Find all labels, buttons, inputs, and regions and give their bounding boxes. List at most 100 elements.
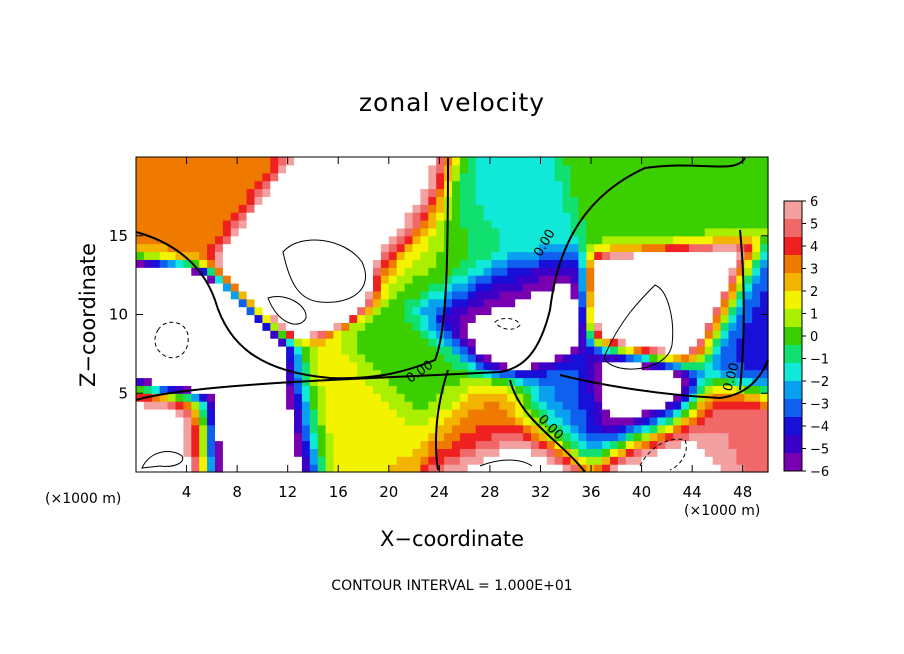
field-cell xyxy=(365,204,374,213)
field-cell xyxy=(515,227,524,237)
field-cell xyxy=(222,204,232,213)
field-cell xyxy=(657,409,666,418)
field-cell xyxy=(380,164,390,174)
field-cell xyxy=(207,440,216,449)
field-cell xyxy=(262,353,271,363)
field-cell xyxy=(136,259,145,268)
field-cell xyxy=(325,393,335,402)
field-cell xyxy=(357,212,366,221)
field-cell xyxy=(444,283,453,292)
field-cell xyxy=(491,377,500,386)
field-cell xyxy=(238,330,248,339)
field-cell xyxy=(278,275,287,284)
field-cell xyxy=(254,172,263,182)
field-cell xyxy=(696,322,706,331)
field-cell xyxy=(365,172,374,182)
field-cell xyxy=(317,275,327,284)
field-cell xyxy=(562,204,572,213)
field-cell xyxy=(373,361,382,371)
field-cell xyxy=(325,204,335,213)
field-cell xyxy=(736,251,745,260)
colorbar-swatch xyxy=(784,219,802,238)
field-cell xyxy=(704,377,714,386)
field-cell xyxy=(333,322,342,331)
field-cell xyxy=(760,290,769,300)
field-cell xyxy=(294,416,303,426)
field-cell xyxy=(428,409,437,418)
field-cell xyxy=(404,416,414,426)
field-cell xyxy=(554,416,564,426)
field-cell xyxy=(207,448,216,457)
field-cell xyxy=(728,338,737,347)
field-cell xyxy=(136,424,145,434)
field-cell xyxy=(459,424,469,434)
field-cell xyxy=(175,251,184,260)
field-cell xyxy=(151,172,161,182)
field-cell xyxy=(617,220,627,229)
field-cell xyxy=(380,212,390,221)
field-cell xyxy=(136,338,145,347)
field-cell xyxy=(531,204,540,213)
field-cell xyxy=(459,432,469,442)
field-cell xyxy=(317,346,327,355)
field-cell xyxy=(515,361,524,371)
field-cell xyxy=(633,330,643,339)
field-cell xyxy=(657,212,666,221)
field-cell xyxy=(720,440,730,449)
field-cell xyxy=(420,314,429,323)
field-cell xyxy=(491,283,500,292)
field-cell xyxy=(523,361,532,371)
field-cell xyxy=(649,267,658,276)
field-cell xyxy=(341,157,350,166)
field-cell xyxy=(151,338,161,347)
field-cell xyxy=(428,401,437,410)
field-cell xyxy=(254,393,263,402)
field-cell xyxy=(373,212,382,221)
field-cell xyxy=(159,346,169,355)
field-cell xyxy=(191,432,200,442)
field-cell xyxy=(444,409,453,418)
field-cell xyxy=(396,259,406,268)
field-cell xyxy=(254,204,263,213)
field-cell xyxy=(546,346,556,355)
colorbar-tick-label: 2 xyxy=(810,285,818,300)
field-cell xyxy=(641,322,651,331)
field-cell xyxy=(696,267,706,276)
field-cell xyxy=(499,346,508,355)
field-cell xyxy=(704,290,714,300)
field-cell xyxy=(696,243,706,253)
field-cell xyxy=(215,361,224,371)
field-cell xyxy=(238,432,248,442)
field-cell xyxy=(270,283,279,292)
field-cell xyxy=(475,243,485,253)
field-cell xyxy=(317,196,327,205)
field-cell xyxy=(286,227,295,237)
field-cell xyxy=(428,235,437,245)
field-cell xyxy=(452,204,461,213)
field-cell xyxy=(633,440,643,449)
field-cell xyxy=(301,267,311,276)
field-cell xyxy=(396,456,406,465)
field-cell xyxy=(483,322,493,331)
field-cell xyxy=(175,298,184,308)
field-cell xyxy=(357,440,366,449)
field-cell xyxy=(452,464,461,473)
field-cell xyxy=(641,164,651,174)
field-cell xyxy=(286,212,295,221)
field-cell xyxy=(199,456,208,465)
field-cell xyxy=(752,283,761,292)
field-cell xyxy=(365,432,374,442)
field-cell xyxy=(523,456,532,465)
field-cell xyxy=(238,464,248,473)
field-cell xyxy=(531,409,540,418)
field-cell xyxy=(673,448,682,457)
field-cell xyxy=(475,227,485,237)
field-cell xyxy=(270,298,279,308)
field-cell xyxy=(507,464,516,473)
field-cell xyxy=(230,196,240,205)
field-cell xyxy=(357,393,366,402)
field-cell xyxy=(230,306,240,316)
field-cell xyxy=(373,298,382,308)
field-cell xyxy=(531,267,540,276)
field-cell xyxy=(341,180,350,190)
